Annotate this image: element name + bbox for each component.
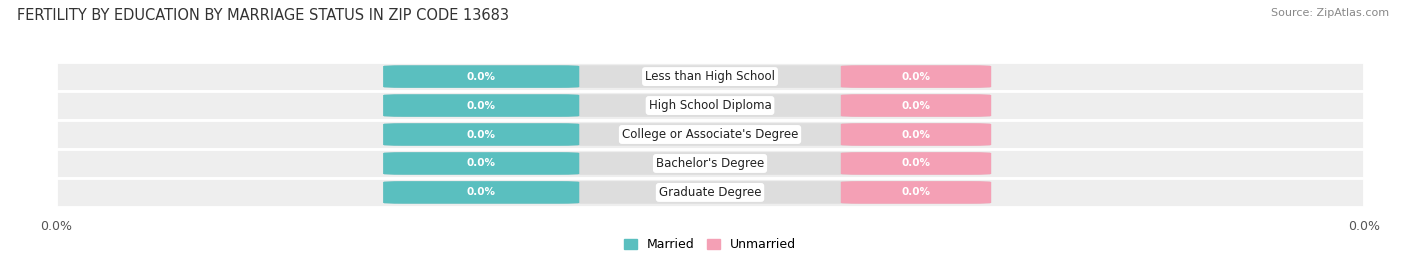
Text: Less than High School: Less than High School (645, 70, 775, 83)
Bar (56, 178, 1364, 207)
Text: 0.0%: 0.0% (467, 72, 496, 82)
Text: 0.0%: 0.0% (901, 187, 931, 197)
FancyBboxPatch shape (841, 152, 991, 175)
Text: Graduate Degree: Graduate Degree (659, 186, 761, 199)
Bar (56, 120, 1364, 149)
FancyBboxPatch shape (382, 152, 579, 175)
Text: 0.0%: 0.0% (467, 187, 496, 197)
Bar (56, 91, 1364, 120)
FancyBboxPatch shape (382, 181, 579, 204)
FancyBboxPatch shape (841, 123, 991, 146)
Text: Bachelor's Degree: Bachelor's Degree (657, 157, 763, 170)
Text: 0.0%: 0.0% (901, 101, 931, 111)
Text: High School Diploma: High School Diploma (648, 99, 772, 112)
FancyBboxPatch shape (382, 123, 579, 146)
Text: Source: ZipAtlas.com: Source: ZipAtlas.com (1271, 8, 1389, 18)
Text: 0.0%: 0.0% (901, 158, 931, 168)
Text: FERTILITY BY EDUCATION BY MARRIAGE STATUS IN ZIP CODE 13683: FERTILITY BY EDUCATION BY MARRIAGE STATU… (17, 8, 509, 23)
Text: 0.0%: 0.0% (467, 101, 496, 111)
FancyBboxPatch shape (382, 94, 579, 117)
Text: 0.0%: 0.0% (901, 72, 931, 82)
Bar (56, 149, 1364, 178)
FancyBboxPatch shape (382, 65, 991, 88)
Text: 0.0%: 0.0% (901, 129, 931, 140)
FancyBboxPatch shape (841, 94, 991, 117)
FancyBboxPatch shape (382, 123, 991, 146)
FancyBboxPatch shape (382, 65, 579, 88)
FancyBboxPatch shape (841, 181, 991, 204)
FancyBboxPatch shape (382, 94, 991, 117)
FancyBboxPatch shape (841, 65, 991, 88)
FancyBboxPatch shape (382, 181, 991, 204)
FancyBboxPatch shape (382, 152, 991, 175)
Legend: Married, Unmarried: Married, Unmarried (619, 233, 801, 256)
Text: 0.0%: 0.0% (467, 158, 496, 168)
Bar (56, 62, 1364, 91)
Text: 0.0%: 0.0% (467, 129, 496, 140)
Text: College or Associate's Degree: College or Associate's Degree (621, 128, 799, 141)
